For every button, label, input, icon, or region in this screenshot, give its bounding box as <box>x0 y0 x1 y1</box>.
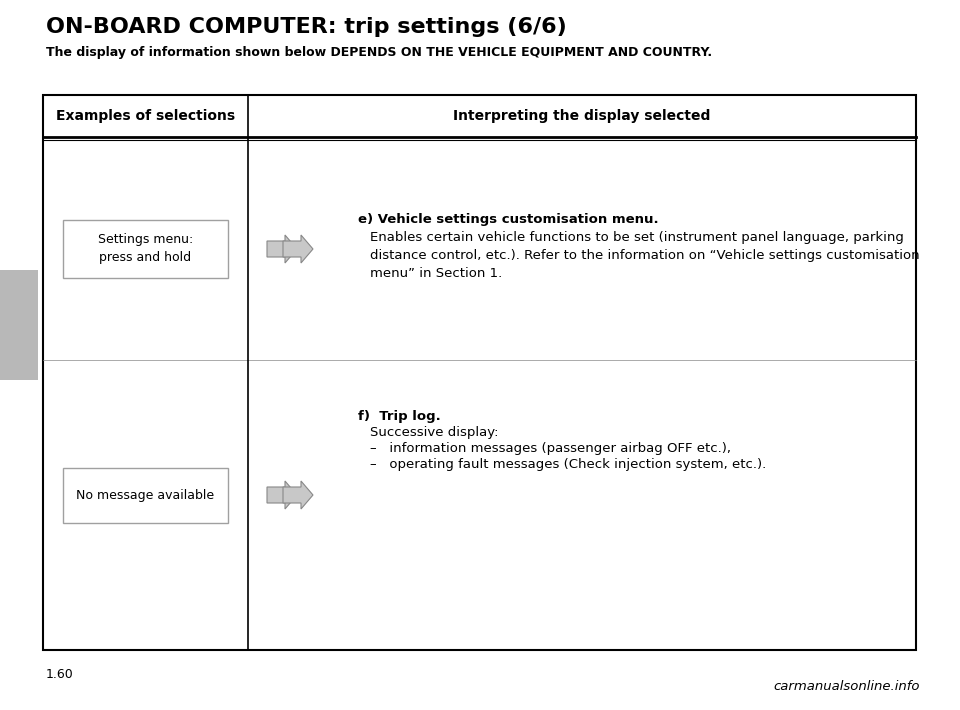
Text: –   information messages (passenger airbag OFF etc.),: – information messages (passenger airbag… <box>370 442 731 455</box>
Text: Interpreting the display selected: Interpreting the display selected <box>453 109 710 123</box>
Text: f)  Trip log.: f) Trip log. <box>358 410 441 423</box>
Text: Enables certain vehicle functions to be set (instrument panel language, parking
: Enables certain vehicle functions to be … <box>370 231 920 280</box>
Bar <box>63 467 228 523</box>
Text: –   operating fault messages (Check injection system, etc.).: – operating fault messages (Check inject… <box>370 458 766 471</box>
Polygon shape <box>283 481 313 509</box>
Text: No message available: No message available <box>77 488 215 501</box>
Text: Examples of selections: Examples of selections <box>56 109 235 123</box>
Text: e) Vehicle settings customisation menu.: e) Vehicle settings customisation menu. <box>358 213 659 226</box>
Bar <box>0 270 38 380</box>
Text: 1.60: 1.60 <box>46 668 74 681</box>
Text: ON-BOARD COMPUTER: trip settings (6/6): ON-BOARD COMPUTER: trip settings (6/6) <box>46 17 566 37</box>
Text: The display of information shown below DEPENDS ON THE VEHICLE EQUIPMENT AND COUN: The display of information shown below D… <box>46 46 712 59</box>
Bar <box>63 220 228 278</box>
Text: carmanualsonline.info: carmanualsonline.info <box>774 680 920 693</box>
Polygon shape <box>267 481 297 509</box>
Polygon shape <box>267 235 297 263</box>
Text: Settings menu:
press and hold: Settings menu: press and hold <box>98 234 193 265</box>
Bar <box>43 95 916 650</box>
Polygon shape <box>283 235 313 263</box>
Text: Successive display:: Successive display: <box>370 426 498 439</box>
